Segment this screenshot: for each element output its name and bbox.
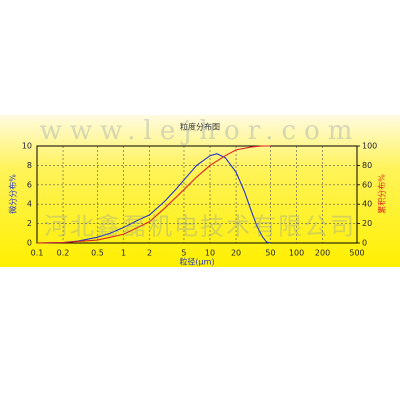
x-tick-label: 0.2 xyxy=(57,249,70,258)
y2-tick-label: 0 xyxy=(362,239,367,248)
x-tick-label: 2 xyxy=(147,249,152,258)
y-axis-label: 微分分布% xyxy=(8,174,18,214)
x-tick-label: 0.5 xyxy=(91,249,104,258)
data-line xyxy=(36,145,271,244)
y2-axis-label: 累积分布% xyxy=(377,174,387,214)
y-tick-label: 2 xyxy=(27,219,32,228)
x-tick-label: 100 xyxy=(289,249,304,258)
x-tick-label: 10 xyxy=(205,249,215,258)
x-tick-label: 5 xyxy=(181,249,186,258)
x-tick-label: 1 xyxy=(121,249,126,258)
y2-tick-label: 100 xyxy=(362,142,377,151)
y-tick-label: 6 xyxy=(27,180,32,189)
x-tick-label: 0.1 xyxy=(31,249,44,258)
plot-frame xyxy=(36,145,358,244)
y-tick-label: 0 xyxy=(27,239,32,248)
data-line xyxy=(36,153,271,244)
y2-tick-label: 40 xyxy=(362,200,372,209)
x-tick-label: 50 xyxy=(265,249,275,258)
watermark: 河北鑫磊机电技术有限公司 xyxy=(44,213,356,241)
chart-title: 粒度分布图 xyxy=(180,122,220,132)
x-tick-label: 20 xyxy=(231,249,241,258)
x-tick-label: 200 xyxy=(315,249,330,258)
y2-tick-label: 80 xyxy=(362,161,372,170)
watermark: www.lejhor.com xyxy=(40,116,361,146)
y-tick-label: 8 xyxy=(27,161,32,170)
y2-tick-label: 20 xyxy=(362,219,372,228)
y-tick-label: 10 xyxy=(22,142,32,151)
x-tick-label: 500 xyxy=(349,249,364,258)
x-axis-label: 粒径(μm) xyxy=(179,257,214,267)
y2-tick-label: 60 xyxy=(362,180,372,189)
y-tick-label: 4 xyxy=(27,200,32,209)
